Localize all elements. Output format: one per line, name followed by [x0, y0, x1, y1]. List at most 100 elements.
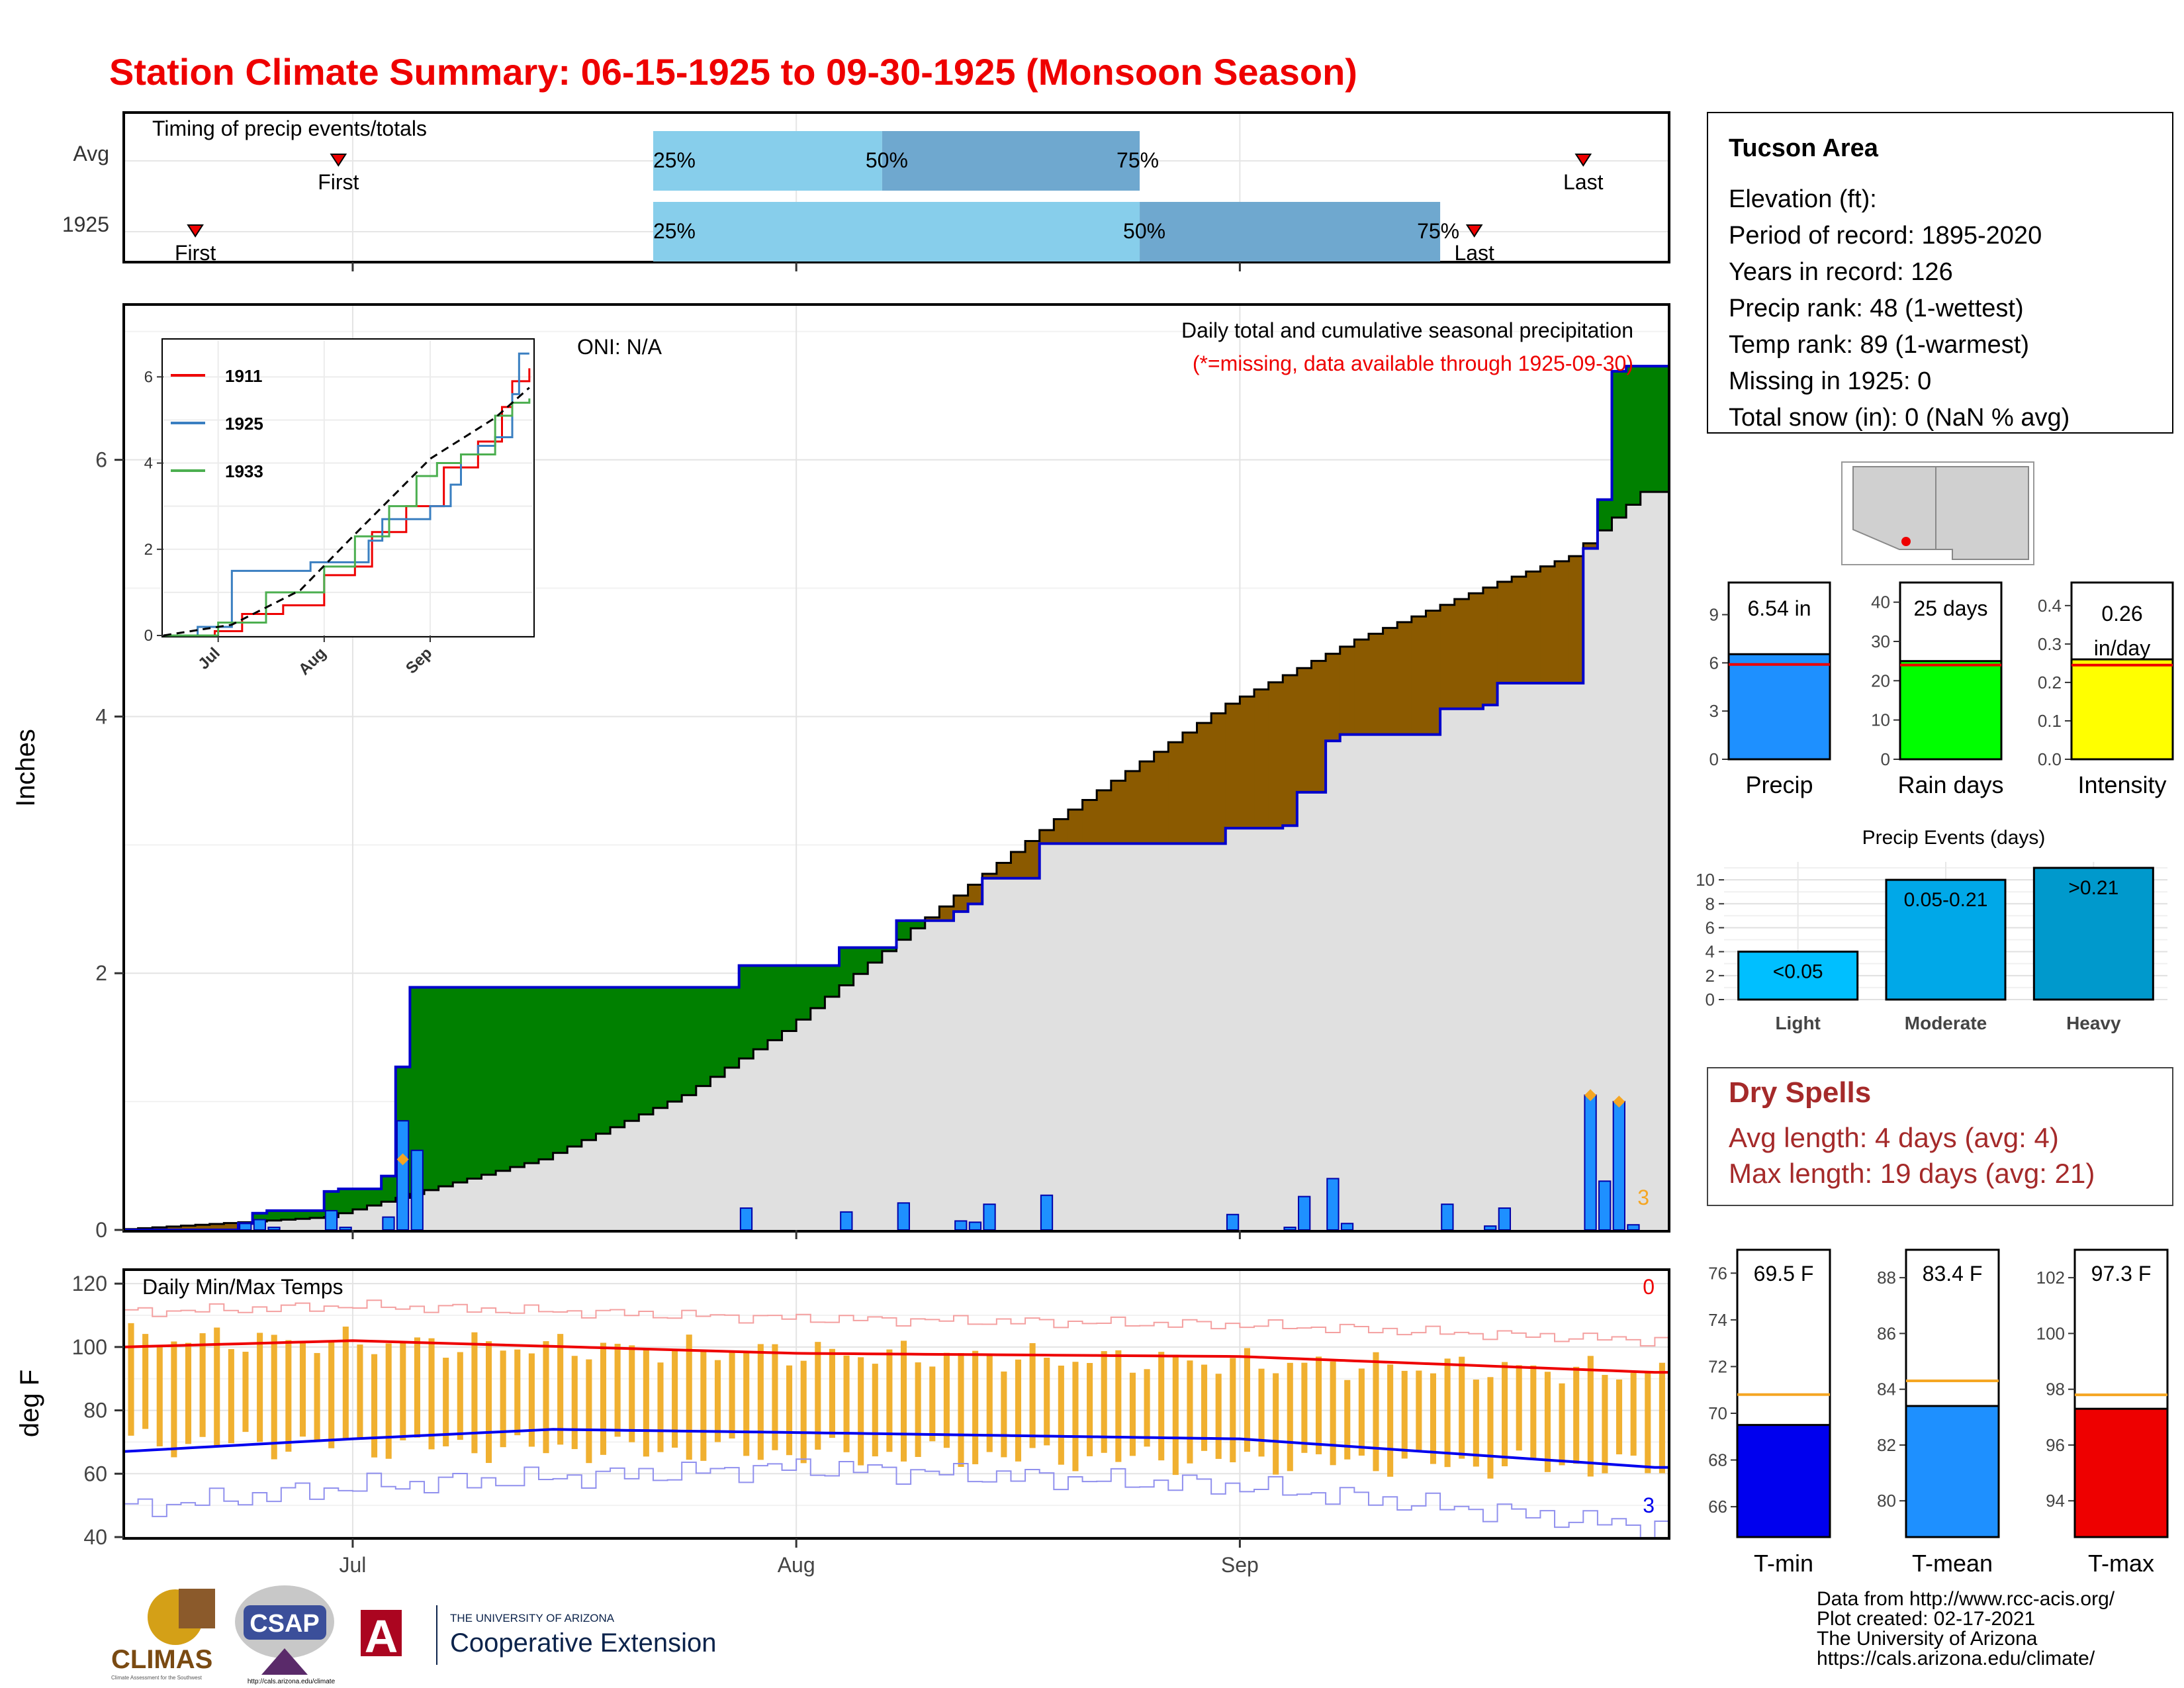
temp-daily-range-bar — [858, 1357, 864, 1466]
temp-daily-range-bar — [357, 1344, 363, 1440]
temp-daily-range-bar — [1058, 1365, 1064, 1465]
page-title: Station Climate Summary: 06-15-1925 to 0… — [109, 51, 1357, 93]
temp-y-tick-label: 40 — [83, 1525, 107, 1549]
temp-daily-range-bar — [729, 1352, 735, 1439]
summary-tick-label-1: 0 — [1881, 749, 1890, 769]
precip-daily-bar — [1584, 1094, 1597, 1231]
state-arizona — [1852, 466, 1936, 550]
temp-daily-range-bar — [371, 1354, 378, 1458]
temp-daily-range-bar — [1001, 1371, 1007, 1458]
summary-bar-charts: 0 3 6 9 6.54 in Precip 0 10 20 30 40 25 days Rain da… — [1709, 581, 2174, 798]
precip-daily-bar — [339, 1227, 352, 1231]
precip-y-tick-label: 2 — [95, 961, 107, 985]
temp-daily-range-bar — [900, 1340, 907, 1462]
precip-surplus-segment — [753, 965, 768, 1050]
precip-surplus-segment — [825, 965, 840, 997]
precip-deficit-segment — [209, 1223, 224, 1230]
temp-daily-range-bar — [1616, 1379, 1623, 1455]
precip-surplus-segment — [567, 987, 582, 1147]
temp-y-tick-label: 120 — [72, 1272, 107, 1295]
summary-value-label-2: 0.26 — [2101, 602, 2142, 626]
events-category-label-0: Light — [1775, 1013, 1820, 1033]
timing-label-50: 50% — [866, 148, 908, 172]
summary-value-bar-1 — [1899, 660, 2003, 761]
temp-daily-range-bar — [700, 1351, 707, 1461]
precip-deficit-segment — [1383, 628, 1398, 735]
temp-daily-range-bar — [185, 1342, 192, 1444]
timing-panel: 25% 50% 75% First Last 25% 50% 75% First Last Tim… — [62, 111, 1670, 271]
precip-daily-bar — [739, 1207, 753, 1231]
temp-daily-range-bar — [414, 1337, 420, 1438]
summary-tick-label-0: 3 — [1709, 701, 1719, 721]
precip-surplus-segment — [882, 947, 897, 951]
precip-surplus-segment — [367, 1188, 382, 1206]
temp-daily-range-bar — [1401, 1370, 1408, 1459]
events-bar-label-2: >0.21 — [2068, 877, 2118, 899]
summary-tick-label-0: 9 — [1709, 605, 1719, 625]
temp-daily-range-bar — [1015, 1359, 1022, 1462]
footer-plot-created: Plot created: 02-17-2021 — [1817, 1608, 2035, 1630]
inset-y-tick-label: 4 — [144, 455, 153, 473]
temp-daily-range-bar — [1201, 1364, 1208, 1451]
timing-rows: 25% 50% 75% First Last 25% 50% 75% First Last — [175, 131, 1604, 265]
temp-daily-range-bar — [242, 1352, 249, 1432]
precip-deficit-segment — [953, 895, 969, 912]
precip-deficit-segment — [1411, 616, 1427, 735]
temp-daily-range-bar — [1330, 1361, 1336, 1466]
footer-data-source: Data from http://www.rcc-acis.org/ — [1817, 1588, 2115, 1610]
inset-legend: 1911 1925 1933 — [171, 366, 263, 481]
precip-deficit-segment — [982, 873, 997, 878]
precip-deficit-segment — [181, 1225, 196, 1230]
temp-daily-range-bar — [1444, 1358, 1451, 1468]
timing-bar-50-75 — [1140, 202, 1441, 261]
temp-summary-tick-label-0: 70 — [1708, 1403, 1727, 1423]
precip-daily-bar — [239, 1223, 252, 1231]
temp-record-max-line — [124, 1299, 1669, 1347]
temp-daily-range-bar — [142, 1334, 149, 1429]
precip-surplus-segment — [596, 987, 611, 1134]
precip-deficit-segment — [1397, 622, 1412, 735]
precip-deficit-segment — [996, 863, 1012, 878]
precip-deficit-segment — [1440, 604, 1455, 709]
info-temp-rank: Temp rank: 89 (1-warmest) — [1729, 331, 2029, 359]
temp-daily-range-bar — [1115, 1350, 1122, 1462]
temp-daily-range-bar — [257, 1333, 263, 1442]
csap-logo: CSAP http://cals.arizona.edu/climate — [235, 1585, 336, 1685]
precip-deficit-segment — [1039, 830, 1054, 844]
precip-daily-bar — [897, 1202, 910, 1231]
precip-surplus-segment — [295, 1210, 310, 1219]
dry-spells-frame — [1707, 1067, 2173, 1206]
precip-surplus-segment — [424, 987, 439, 1190]
temp-y-tick-label: 100 — [72, 1335, 107, 1359]
precip-surplus-segment — [710, 987, 725, 1077]
inset-avg-line — [163, 387, 530, 637]
temp-daily-range-bar — [314, 1352, 320, 1442]
precip-daily-bar — [1627, 1224, 1640, 1231]
temp-summary-value-label-0: 69.5 F — [1754, 1262, 1814, 1286]
temp-daily-range-bar — [342, 1327, 349, 1438]
temp-daily-range-bar — [1315, 1356, 1322, 1454]
temp-daily-range-bar — [600, 1342, 607, 1455]
temp-daily-range-bar — [1273, 1373, 1279, 1475]
temp-summary-tick-label-2: 94 — [2046, 1491, 2065, 1511]
precip-surplus-segment — [739, 965, 754, 1059]
precip-surplus-segment — [524, 987, 539, 1164]
temp-daily-range-bar — [1587, 1356, 1594, 1477]
precip-daily-bar — [983, 1203, 996, 1231]
precip-daily-bar — [1326, 1178, 1340, 1231]
summary-value-label-0: 6.54 in — [1747, 596, 1811, 620]
precip-avg-markers — [396, 1089, 1625, 1166]
temp-daily-range-bar — [1502, 1362, 1508, 1467]
precip-deficit-segment — [1555, 561, 1570, 684]
precip-events-title: Precip Events (days) — [1862, 827, 2046, 849]
temp-daily-range-bar — [586, 1359, 592, 1464]
precip-y-tick-label: 6 — [95, 448, 107, 472]
events-tick-label: 6 — [1706, 917, 1715, 937]
precip-deficit-segment — [1068, 810, 1083, 844]
precip-daily-bar — [840, 1211, 853, 1231]
temp-summary-tick-label-0: 76 — [1708, 1263, 1727, 1283]
temp-daily-range-bar — [714, 1360, 721, 1442]
precip-surplus-segment — [610, 987, 625, 1127]
temp-daily-range-bar — [1487, 1377, 1494, 1479]
